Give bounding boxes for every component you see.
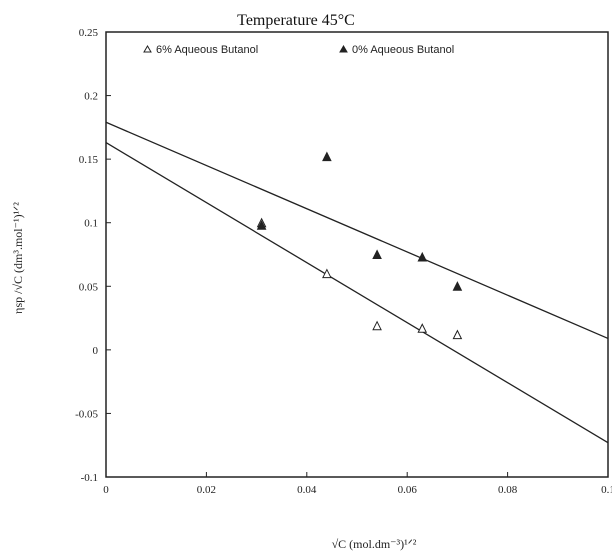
x-tick-label: 0.04 [297,484,317,496]
legend-label-6-percent: 6% Aqueous Butanol [156,44,258,56]
legend-item-0-percent: 0% Aqueous Butanol [339,44,454,56]
x-tick-label: 0.1 [601,484,612,496]
legend-filled-triangle-icon [339,45,348,53]
data-point-filled-triangle [417,251,428,262]
data-point-open-triangle [372,320,382,331]
x-tick-label: 0 [103,484,109,496]
legend-open-triangle-icon [143,45,152,53]
x-tick-label: 0.02 [197,484,216,496]
x-tick-label: 0.08 [498,484,518,496]
data-point-open-triangle [322,268,332,279]
y-tick-label: 0.05 [79,281,99,293]
y-tick-label: 0.25 [79,27,99,39]
y-tick-label: 0.1 [84,218,98,230]
fit-lines [105,121,609,444]
y-tick-label: -0.1 [81,472,98,484]
fit-line-series-0 [105,142,609,444]
y-tick-label: 0.15 [79,154,99,166]
y-axis-label: ηsp /√C (dm³.mol⁻¹)¹ᐟ² [11,202,25,314]
chart-title: Temperature 45°C [237,12,355,29]
y-tick-label: 0.2 [84,91,98,103]
legend-item-6-percent: 6% Aqueous Butanol [143,44,258,56]
data-point-filled-triangle [322,151,332,162]
plot-frame [105,31,609,478]
data-point-open-triangle [417,323,428,333]
y-tick-label: 0 [93,345,99,357]
axis-ticks: 0 0.02 0.04 0.06 0.08 0.1 -0.1 -0.05 0 0.05 0.1 0.1… [75,27,612,496]
data-point-open-triangle [452,329,463,340]
y-tick-label: -0.05 [75,408,98,420]
x-axis-label: √C (mol.dm⁻³)¹ᐟ² [332,537,417,551]
fit-line-series-1 [105,121,609,340]
legend-label-0-percent: 0% Aqueous Butanol [352,44,454,56]
x-tick-label: 0.06 [398,484,418,496]
data-point-filled-triangle [452,281,463,291]
data-point-filled-triangle [256,220,267,230]
data-point-filled-triangle [372,249,382,259]
data-points [256,151,463,340]
legend: 6% Aqueous Butanol 0% Aqueous Butanol [143,44,454,56]
